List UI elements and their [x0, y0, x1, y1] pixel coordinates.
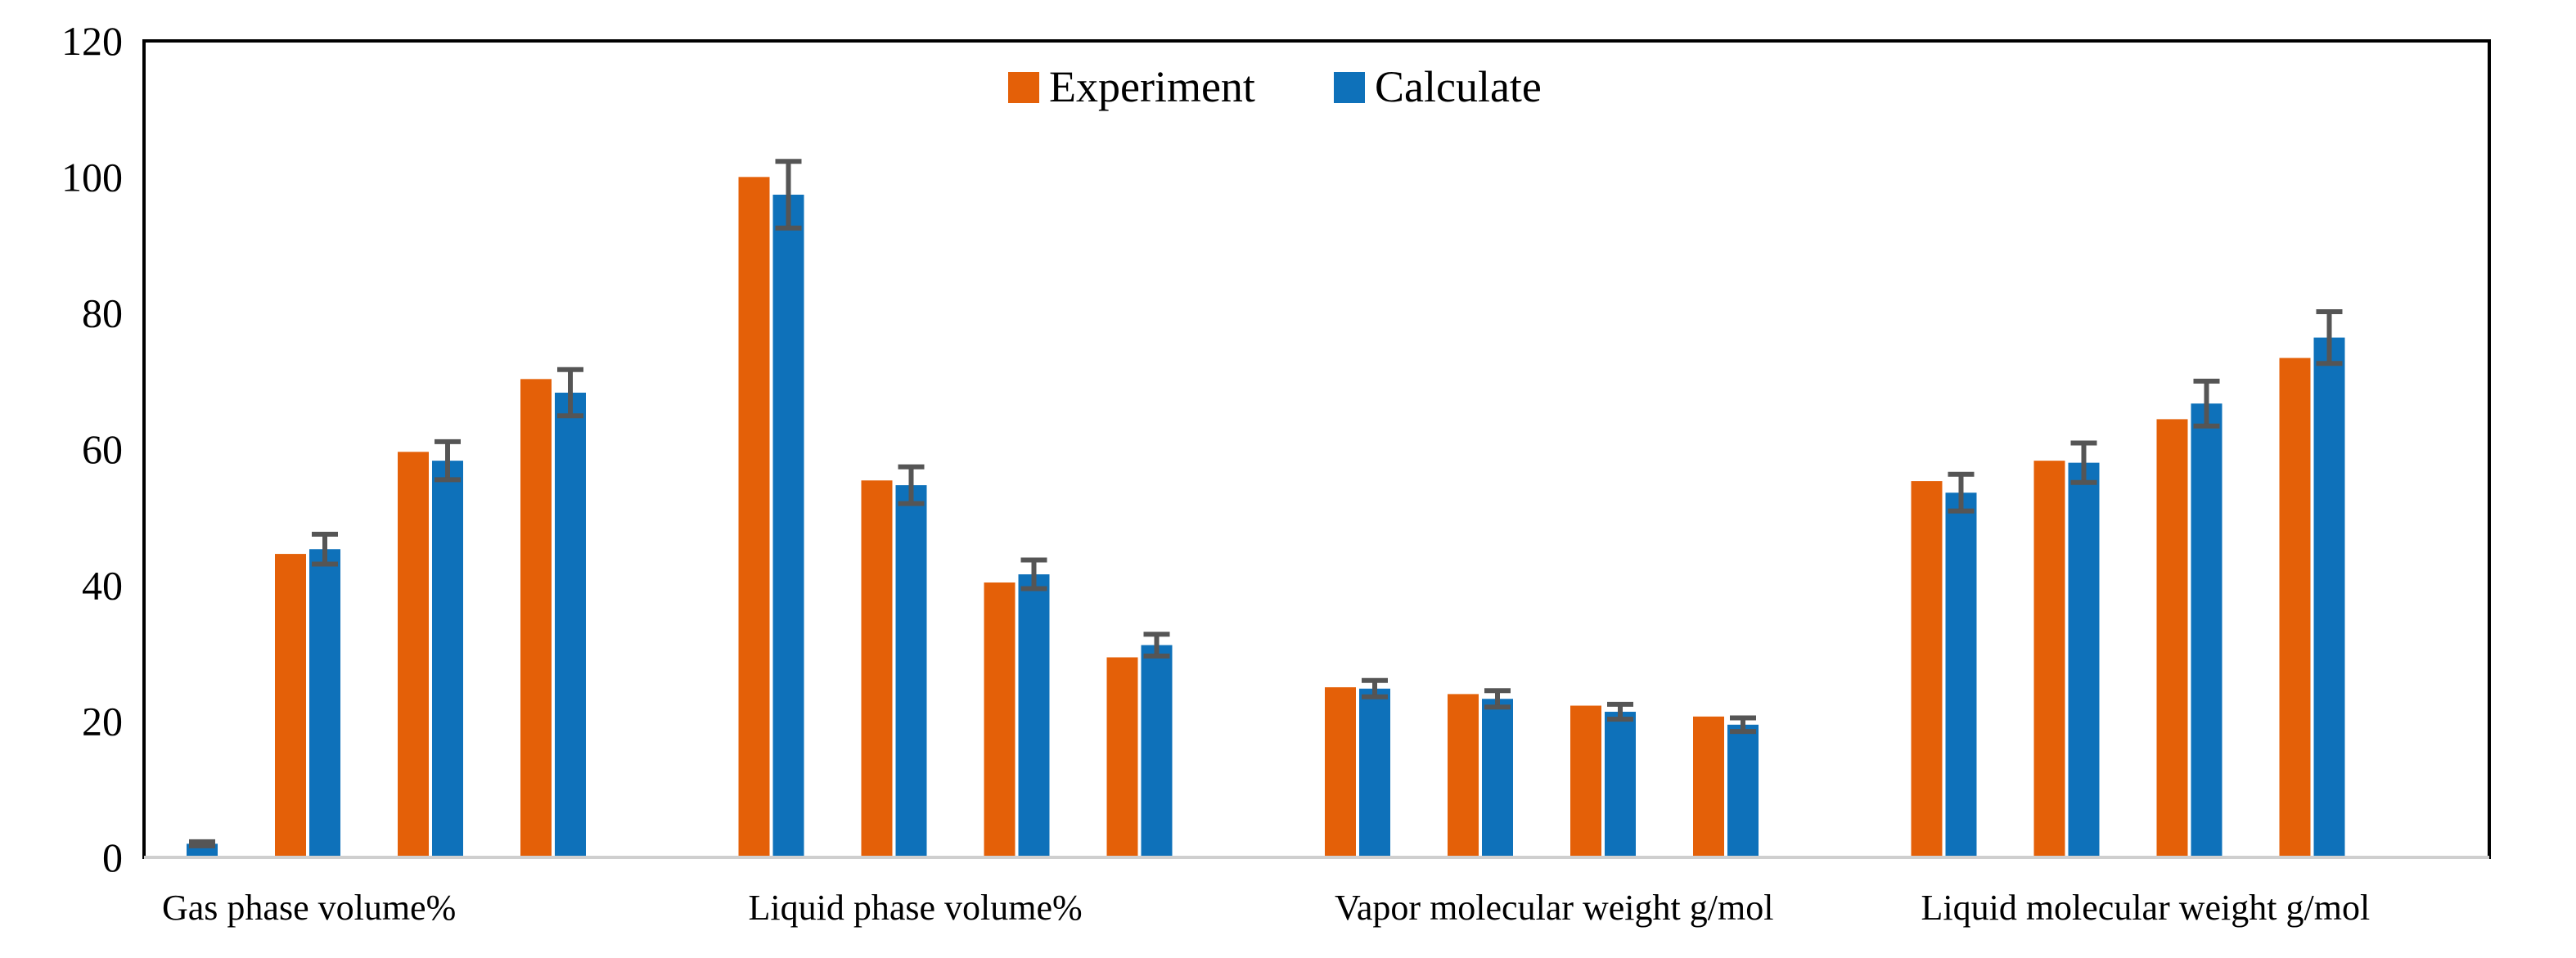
- error-bar: [1143, 632, 1170, 659]
- bar-calculate: [2313, 337, 2345, 857]
- error-bar: [775, 159, 802, 231]
- bar-calculate: [2068, 462, 2100, 857]
- bar-calculate: [1945, 492, 1977, 857]
- legend-swatch: [1008, 72, 1039, 103]
- error-bar: [2193, 378, 2220, 429]
- error-bar: [1362, 677, 1388, 699]
- y-tick-label: 100: [61, 154, 123, 200]
- bar-experiment: [738, 177, 770, 858]
- error-bar: [1948, 471, 1975, 514]
- bar-experiment: [984, 582, 1016, 857]
- bar-experiment: [1911, 481, 1943, 857]
- bar-experiment: [2279, 358, 2311, 858]
- bar-experiment: [1570, 705, 1601, 857]
- bar-calculate: [555, 392, 586, 857]
- bar-calculate: [1018, 574, 1050, 857]
- error-bar: [1730, 715, 1756, 735]
- category-label: Vapor molecular weight g/mol: [1335, 888, 1773, 928]
- bar-calculate: [2191, 403, 2222, 857]
- error-bar: [435, 439, 461, 483]
- error-bar: [557, 367, 583, 419]
- bar-experiment: [1325, 687, 1356, 857]
- category-labels: Gas phase volume% Liquid phase volume% Vap…: [162, 888, 2370, 928]
- y-tick-label: 0: [102, 834, 123, 880]
- category-label: Liquid phase volume%: [749, 888, 1083, 928]
- bar-calculate: [1727, 724, 1759, 857]
- bar-experiment: [520, 379, 552, 857]
- bar-experiment: [2156, 419, 2188, 857]
- legend-item: Calculate: [1334, 62, 1542, 111]
- category-label: Liquid molecular weight g/mol: [1921, 888, 2371, 928]
- bar-calculate: [309, 549, 340, 857]
- bar-marks: [187, 177, 2345, 858]
- error-bar: [189, 839, 215, 848]
- category-label: Gas phase volume%: [162, 888, 456, 928]
- y-tick-label: 20: [82, 699, 123, 744]
- bar-calculate: [772, 194, 804, 857]
- error-bar: [2316, 309, 2343, 367]
- error-bar-marks: [189, 159, 2343, 848]
- bar-experiment: [1448, 694, 1479, 857]
- legend-label: Calculate: [1375, 62, 1542, 111]
- bar-calculate: [895, 485, 927, 857]
- error-bar: [1607, 701, 1633, 722]
- error-bar: [1484, 688, 1511, 710]
- bar-experiment: [398, 452, 429, 857]
- bar-calculate: [1605, 712, 1636, 857]
- bar-experiment: [275, 554, 306, 857]
- error-bar: [312, 531, 338, 567]
- legend: Experiment Calculate: [1008, 62, 1542, 111]
- y-tick-label: 120: [61, 18, 123, 64]
- bar-calculate: [1482, 699, 1513, 857]
- plot-area-frame: [142, 39, 2491, 859]
- error-bar: [1020, 557, 1047, 591]
- legend-item: Experiment: [1008, 62, 1255, 111]
- y-tick-label: 40: [82, 562, 123, 608]
- error-bar: [2070, 440, 2097, 485]
- bar-experiment: [2033, 461, 2065, 857]
- y-tick-label: 80: [82, 290, 123, 336]
- legend-label: Experiment: [1049, 62, 1255, 111]
- bar-calculate: [1359, 688, 1390, 857]
- bar-experiment: [1106, 657, 1138, 857]
- bar-experiment: [1693, 716, 1724, 857]
- bar-calculate: [432, 461, 463, 857]
- y-axis-ticks: 0 20 40 60 80 100 120: [61, 18, 123, 880]
- bar-calculate: [1141, 645, 1173, 857]
- legend-swatch: [1334, 72, 1365, 103]
- y-tick-label: 60: [82, 426, 123, 472]
- error-bar: [898, 464, 925, 506]
- bar-experiment: [861, 480, 893, 857]
